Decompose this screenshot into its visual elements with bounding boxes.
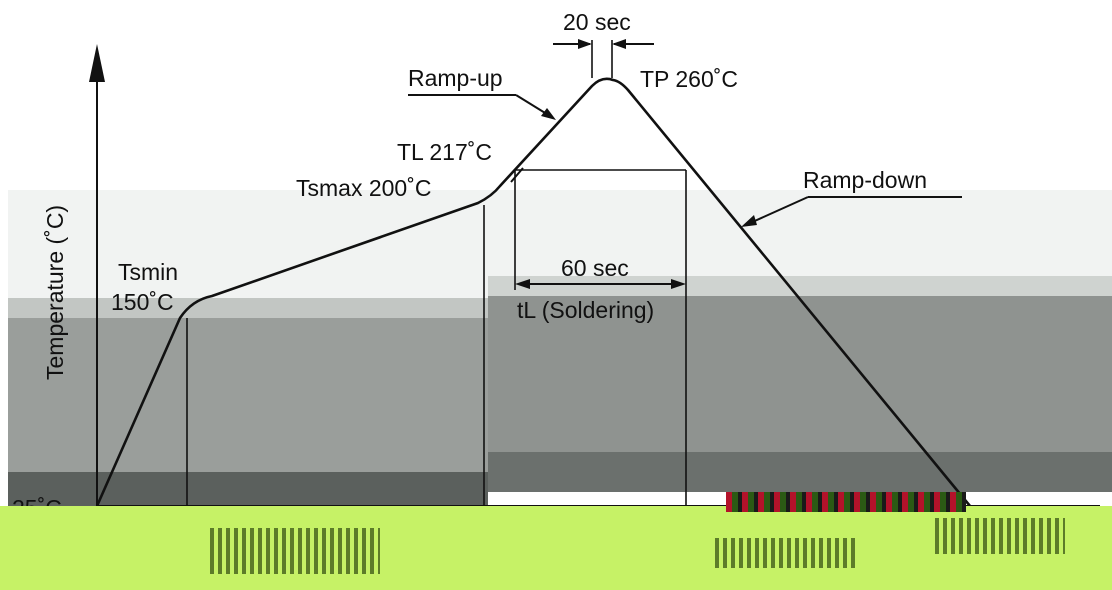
tsmax-label: Tsmax 200˚C xyxy=(296,175,431,201)
scan-artifact-band xyxy=(0,506,1112,590)
ramp-down-arrowhead xyxy=(741,215,757,227)
tsmin-name-label: Tsmin xyxy=(118,259,178,285)
reflow-profile-curve xyxy=(95,77,972,507)
scan-artifact-noise xyxy=(210,528,380,574)
background-band xyxy=(8,298,488,318)
y-axis-arrowhead xyxy=(89,44,105,82)
scan-artifact-noise xyxy=(935,518,1065,554)
ramp-up-arrowhead xyxy=(541,108,556,120)
ramp-down-label: Ramp-down xyxy=(803,167,927,193)
peak-arrowhead-right xyxy=(612,39,626,49)
peak-duration-label: 20 sec xyxy=(563,9,631,35)
arrowhead-right xyxy=(671,279,686,289)
liquidus-name-label: tL (Soldering) xyxy=(517,297,654,323)
tsmin-value-label: 150˚C xyxy=(111,289,174,315)
arrowhead-left xyxy=(515,279,530,289)
ramp-down-pointer xyxy=(747,196,809,225)
y-axis-label: Temperature (˚C) xyxy=(42,205,68,380)
background-band xyxy=(488,296,1112,452)
background-band xyxy=(488,452,1112,492)
tl-label: TL 217˚C xyxy=(397,139,492,165)
scan-artifact-colorstrip xyxy=(726,492,966,512)
tp-label: TP 260˚C xyxy=(640,66,738,92)
background-band xyxy=(8,318,488,472)
background-band xyxy=(8,472,488,506)
peak-arrowhead-left xyxy=(578,39,592,49)
scan-artifact-noise xyxy=(715,538,855,568)
tl-leader xyxy=(510,167,524,183)
background-band xyxy=(488,276,1112,296)
liquidus-duration-label: 60 sec xyxy=(561,255,629,281)
ramp-up-label: Ramp-up xyxy=(408,65,503,91)
